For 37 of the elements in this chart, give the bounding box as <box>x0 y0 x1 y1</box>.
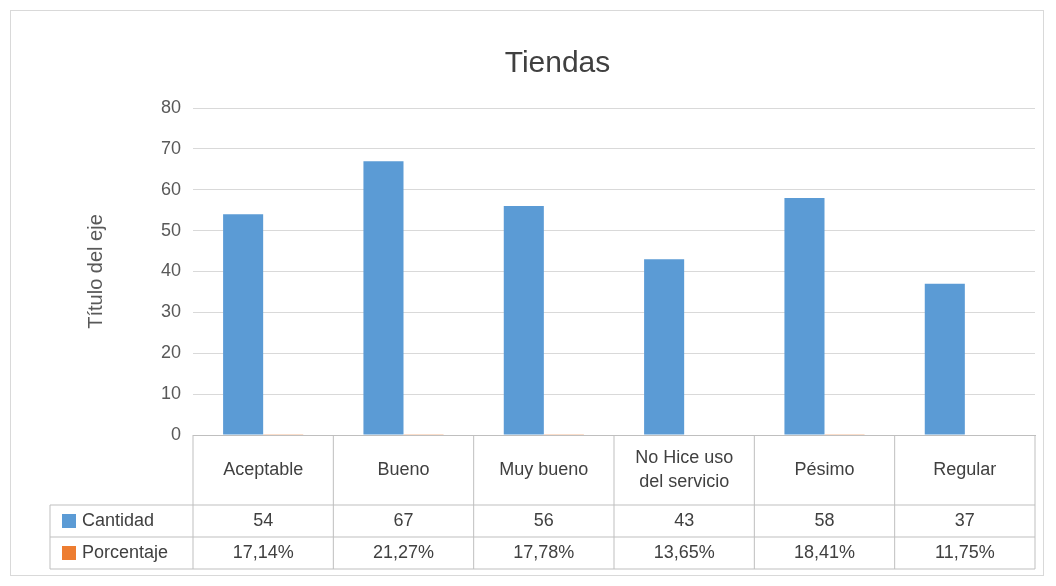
data-label: 21,27% <box>372 541 435 562</box>
y-tick-label: 80 <box>160 96 181 117</box>
bar <box>503 206 544 435</box>
bar <box>784 197 825 435</box>
bar <box>223 214 264 435</box>
legend-label: Porcentaje <box>82 541 169 562</box>
x-tick-label: Pésimo <box>794 458 855 479</box>
y-tick-label: 50 <box>160 219 181 240</box>
x-tick-label: Aceptable <box>223 458 304 479</box>
data-label: 56 <box>533 509 554 530</box>
data-label: 17,14% <box>232 541 294 562</box>
y-axis-title: Título del eje <box>83 214 106 329</box>
y-tick-label: 40 <box>160 260 181 281</box>
bar <box>644 259 685 435</box>
data-label: 67 <box>393 509 414 530</box>
y-tick-label: 30 <box>160 301 181 322</box>
x-tick-label: No Hice uso del servicio <box>635 446 734 491</box>
y-tick-label: 60 <box>160 178 181 199</box>
data-label: 13,65% <box>653 541 715 562</box>
y-tick-label: 70 <box>160 137 181 158</box>
data-label: 54 <box>253 509 274 530</box>
y-tick-label: 20 <box>160 342 181 363</box>
legend-label: Cantidad <box>82 509 155 530</box>
x-tick-label: Bueno <box>377 458 430 479</box>
data-label: 17,78% <box>513 541 575 562</box>
data-label: 58 <box>814 509 835 530</box>
x-tick-label: Regular <box>933 458 997 479</box>
bar <box>924 283 965 435</box>
bar <box>363 161 404 435</box>
data-label: 37 <box>954 509 975 530</box>
y-tick-label: 0 <box>170 423 181 444</box>
data-label: 11,75% <box>934 541 995 562</box>
data-label: 43 <box>674 509 695 530</box>
chart-title: Tiendas <box>504 45 611 79</box>
data-label: 18,41% <box>793 541 856 562</box>
y-tick-label: 10 <box>160 383 181 404</box>
x-tick-label: Muy bueno <box>499 458 589 479</box>
